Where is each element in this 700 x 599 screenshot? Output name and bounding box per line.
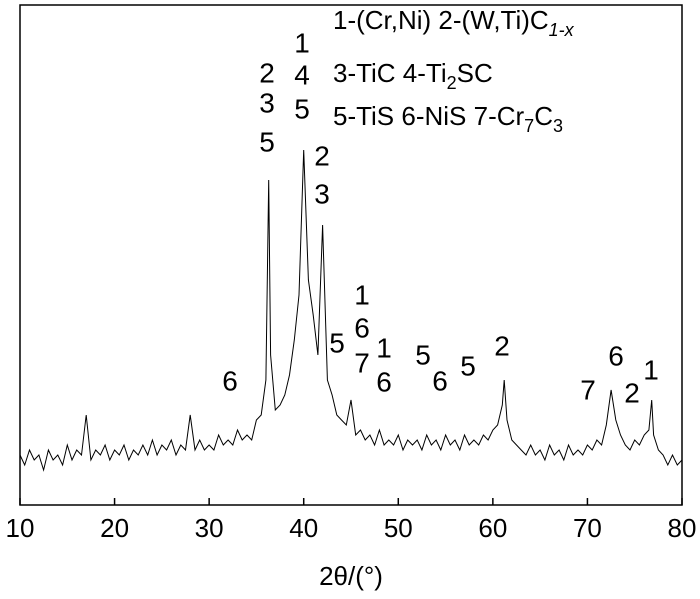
x-tick-label: 40 <box>289 513 318 543</box>
peak-label: 5 <box>259 126 275 157</box>
peak-label: 2 <box>259 57 275 88</box>
peak-label: 6 <box>432 365 448 396</box>
x-axis-label: 2θ/(°) <box>319 561 383 591</box>
xrd-pattern <box>19 149 683 472</box>
legend-text: 3-TiC 4-Ti <box>333 58 447 88</box>
peak-label: 2 <box>624 377 640 408</box>
peak-label: 5 <box>294 93 310 124</box>
legend-text: C <box>534 101 553 131</box>
peak-label: 5 <box>329 327 345 358</box>
legend-subscript: 7 <box>524 116 534 136</box>
legend-subscript: 3 <box>553 116 563 136</box>
legend-text: 5-TiS 6-NiS 7-Cr <box>333 101 525 131</box>
peak-label: 1 <box>376 332 392 363</box>
peak-label: 2 <box>494 330 510 361</box>
peak-label: 7 <box>580 374 596 405</box>
peak-label: 5 <box>460 350 476 381</box>
plot-frame <box>19 4 683 506</box>
legend-line: 5-TiS 6-NiS 7-Cr7C3 <box>333 101 563 136</box>
legend-text: 1-(Cr,Ni) 2-(W,Ti)C <box>333 5 549 35</box>
x-tick-label: 50 <box>384 513 413 543</box>
peak-label: 6 <box>222 365 238 396</box>
peak-label: 1 <box>354 279 370 310</box>
peak-label: 4 <box>294 59 310 90</box>
peak-label: 6 <box>376 366 392 397</box>
peak-label: 1 <box>643 354 659 385</box>
peak-label: 2 <box>314 140 330 171</box>
peak-label: 3 <box>314 178 330 209</box>
legend-text: SC <box>457 58 493 88</box>
x-tick-label: 80 <box>668 513 697 543</box>
x-tick-label: 10 <box>6 513 35 543</box>
legend-subscript: 1-x <box>549 20 575 40</box>
peak-label: 1 <box>294 27 310 58</box>
peak-label: 3 <box>259 87 275 118</box>
x-tick-label: 20 <box>100 513 129 543</box>
peak-label: 5 <box>415 339 431 370</box>
peak-label: 6 <box>608 340 624 371</box>
legend-subscript: 2 <box>447 73 457 93</box>
legend-line: 3-TiC 4-Ti2SC <box>333 58 493 93</box>
peak-label: 6 <box>354 312 370 343</box>
peak-label: 7 <box>354 347 370 378</box>
x-tick-label: 30 <box>195 513 224 543</box>
x-tick-label: 60 <box>478 513 507 543</box>
x-tick-label: 70 <box>573 513 602 543</box>
legend-line: 1-(Cr,Ni) 2-(W,Ti)C1-x <box>333 5 575 40</box>
